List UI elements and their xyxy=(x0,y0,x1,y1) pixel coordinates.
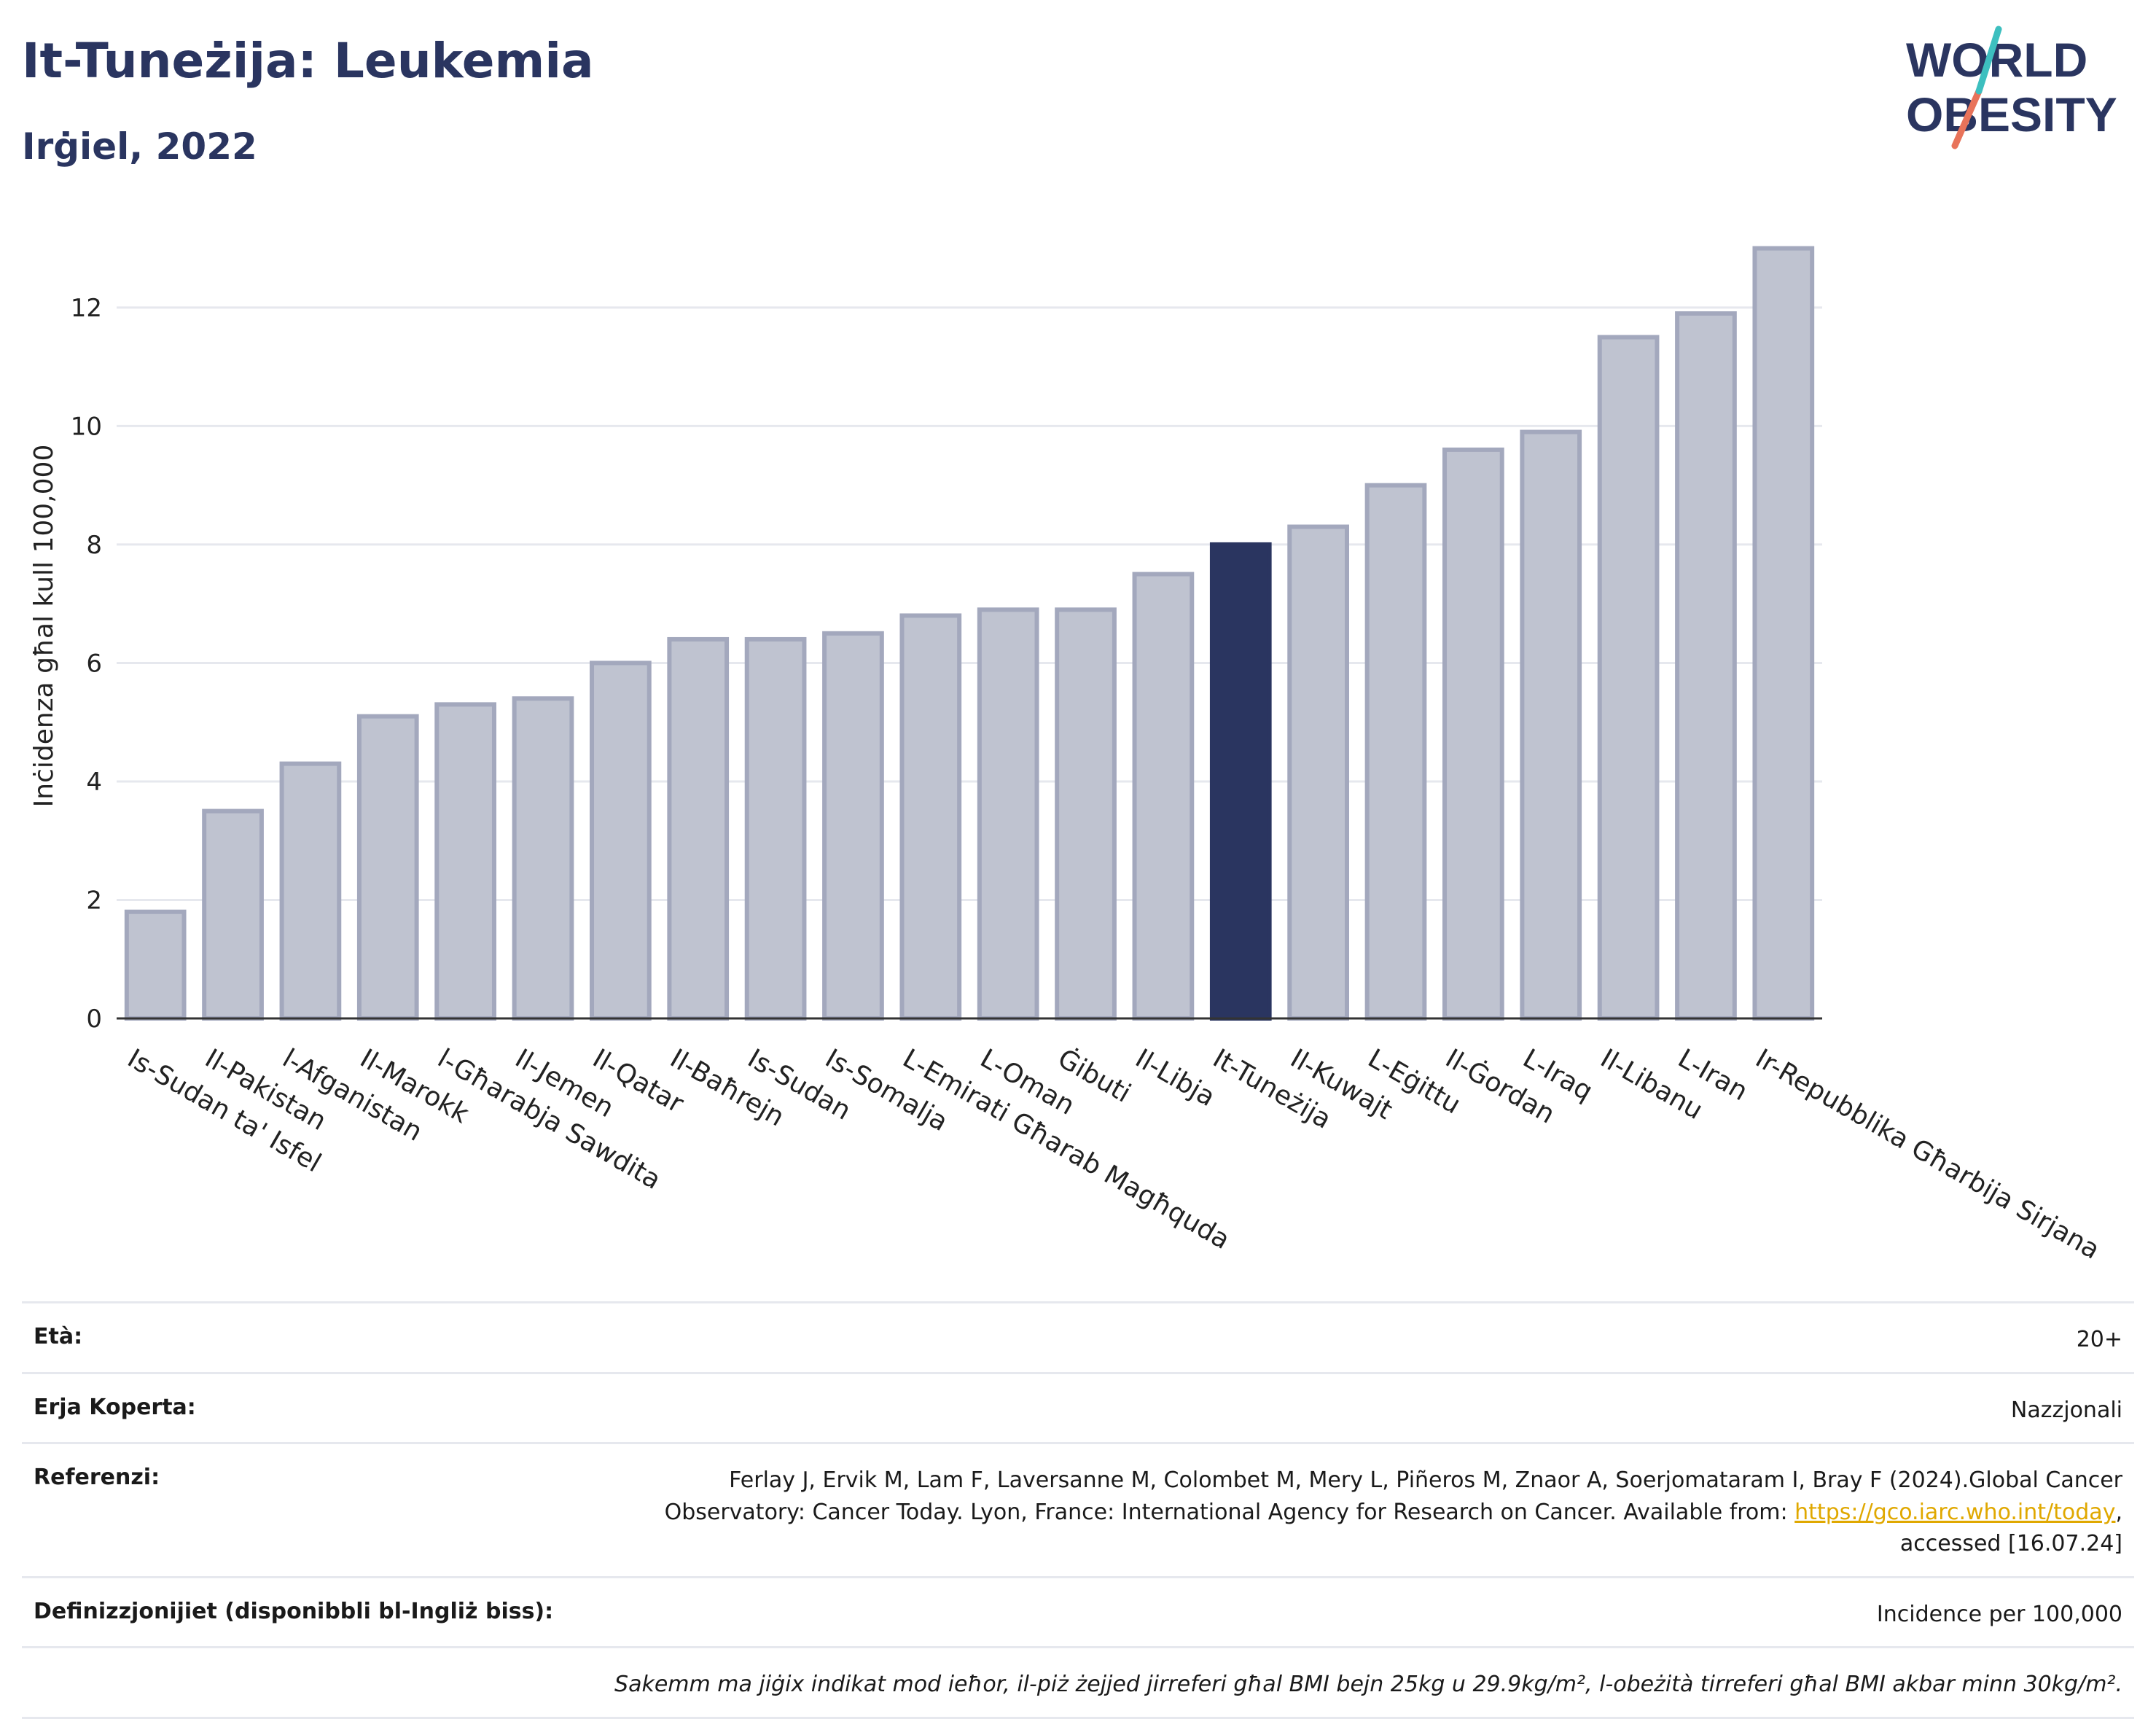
bar xyxy=(434,702,496,1021)
y-tick-label: 0 xyxy=(86,1005,102,1034)
bar xyxy=(667,636,730,1021)
bar xyxy=(1364,483,1427,1021)
x-tick-label: Ir-Repubblika Għarbija Sirjana xyxy=(1751,1043,2105,1265)
bar xyxy=(1752,246,1815,1021)
bar xyxy=(1055,607,1117,1021)
reference-text-2: Observatory: Cancer Today. Lyon, France:… xyxy=(664,1499,1795,1525)
references-label: Referenzi: xyxy=(34,1465,160,1490)
y-tick-label: 4 xyxy=(86,768,102,797)
bar xyxy=(1132,572,1195,1021)
bar xyxy=(1597,335,1660,1021)
bar xyxy=(512,696,574,1021)
area-label: Erja Koperta: xyxy=(34,1394,196,1420)
bar xyxy=(1287,524,1349,1021)
page-subtitle: Irġiel, 2022 xyxy=(22,125,257,168)
area-value: Nazzjonali xyxy=(2010,1397,2122,1423)
y-tick-label: 8 xyxy=(86,531,102,560)
definitions-label: Definizzjonijiet (disponibbli bl-Ingliż … xyxy=(34,1598,554,1624)
y-tick-label: 2 xyxy=(86,886,102,915)
y-tick-label: 12 xyxy=(71,294,102,323)
bar xyxy=(590,660,652,1021)
reference-text-1: Ferlay J, Ervik M, Lam F, Laversanne M, … xyxy=(729,1467,2122,1493)
x-tick-label: Il-Libja xyxy=(1130,1043,1220,1112)
logo-line2: OBESITY xyxy=(1906,87,2117,141)
age-value: 20+ xyxy=(2076,1327,2122,1352)
bar xyxy=(822,631,884,1021)
bar xyxy=(1675,311,1737,1021)
y-axis-label: Inċidenza għal kull 100,000 xyxy=(29,445,59,808)
bar xyxy=(356,714,419,1021)
reference-text-3: , xyxy=(2115,1499,2122,1525)
bar xyxy=(1209,542,1272,1021)
info-row-area: Erja Koperta: Nazzjonali xyxy=(22,1371,2134,1443)
info-table: Età: 20+ Erja Koperta: Nazzjonali Refere… xyxy=(22,1301,2134,1719)
bar xyxy=(279,761,342,1021)
footnote: Sakemm ma jiġix indikat mod ieħor, il-pi… xyxy=(614,1672,2122,1697)
bar xyxy=(124,909,187,1021)
world-obesity-logo: WORLD OBESITY xyxy=(1906,26,2117,149)
reference-link[interactable]: https://gco.iarc.who.int/today xyxy=(1794,1499,2116,1525)
y-tick-label: 10 xyxy=(71,412,102,441)
bar xyxy=(1442,447,1504,1021)
age-label: Età: xyxy=(34,1324,83,1349)
info-row-references: Referenzi: Ferlay J, Ervik M, Lam F, Lav… xyxy=(22,1442,2134,1576)
references-value: Ferlay J, Ervik M, Lam F, Laversanne M, … xyxy=(665,1465,2122,1560)
info-row-definitions: Definizzjonijiet (disponibbli bl-Ingliż … xyxy=(22,1575,2134,1647)
bar xyxy=(1520,429,1582,1021)
y-tick-label: 6 xyxy=(86,649,102,678)
bar xyxy=(977,607,1039,1021)
bar xyxy=(202,808,264,1021)
info-row-age: Età: 20+ xyxy=(22,1301,2134,1372)
info-row-note: Sakemm ma jiġix indikat mod ieħor, il-pi… xyxy=(22,1646,2134,1719)
bar xyxy=(899,613,962,1021)
bar xyxy=(744,636,807,1021)
reference-text-4: accessed [16.07.24] xyxy=(1899,1531,2122,1556)
page-title: It-Tuneżija: Leukemia xyxy=(22,33,594,89)
definitions-value: Incidence per 100,000 xyxy=(1876,1601,2122,1627)
